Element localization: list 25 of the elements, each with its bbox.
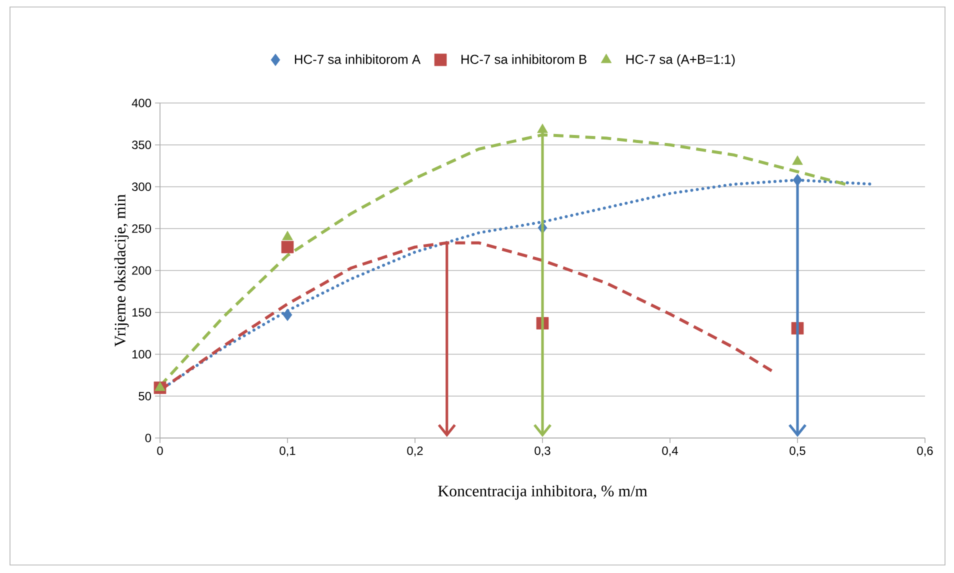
y-tick-label: 200 bbox=[132, 266, 152, 275]
y-tick-label: 50 bbox=[138, 392, 152, 400]
y-tick-label: 250 bbox=[132, 224, 152, 233]
x-tick-label: 0,4 bbox=[662, 446, 678, 456]
point bbox=[792, 155, 803, 165]
y-tick-label: 150 bbox=[132, 308, 152, 317]
y-axis-title: Vrijeme oksidacije, min bbox=[114, 194, 129, 347]
legend-label: HC-7 sa inhibitorom A bbox=[294, 54, 421, 64]
y-tick-label: 350 bbox=[132, 140, 152, 150]
point bbox=[282, 230, 293, 240]
x-tick-label: 0 bbox=[157, 446, 163, 455]
legend-label: HC-7 sa (A+B=1:1) bbox=[626, 54, 735, 67]
y-tick-label: 0 bbox=[145, 434, 152, 442]
point bbox=[282, 308, 292, 322]
x-tick-label: 0,3 bbox=[534, 446, 550, 456]
y-tick-label: 100 bbox=[132, 350, 152, 358]
y-tick-label: 400 bbox=[132, 98, 152, 108]
x-tick-label: 0,2 bbox=[407, 446, 423, 456]
x-tick-label: 0,1 bbox=[280, 446, 296, 456]
x-tick-label: 0,6 bbox=[917, 446, 933, 456]
x-axis-title: Koncentracija inhibitora, % m/m bbox=[438, 485, 648, 500]
legend-label: HC-7 sa inhibitorom B bbox=[462, 54, 586, 64]
y-tick-label: 300 bbox=[132, 182, 152, 191]
x-tick-label: 0,5 bbox=[790, 446, 806, 456]
point bbox=[281, 240, 294, 254]
